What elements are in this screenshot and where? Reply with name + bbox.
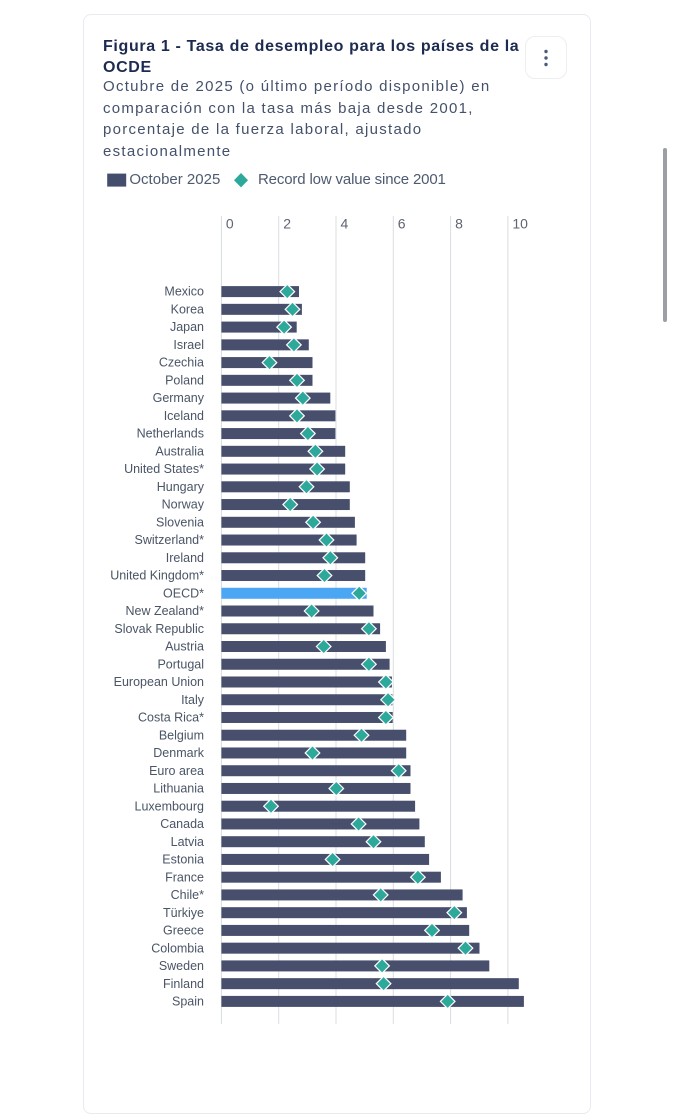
svg-text:Germany: Germany xyxy=(153,391,205,405)
svg-text:Korea: Korea xyxy=(171,302,204,316)
svg-text:European Union: European Union xyxy=(114,675,204,689)
svg-text:OECD*: OECD* xyxy=(163,586,204,600)
svg-text:Denmark: Denmark xyxy=(153,746,204,760)
svg-text:October 2025: October 2025 xyxy=(129,171,220,188)
svg-text:Record low value since 2001: Record low value since 2001 xyxy=(258,171,446,188)
svg-text:New Zealand*: New Zealand* xyxy=(125,604,204,618)
svg-text:Spain: Spain xyxy=(172,995,204,1009)
svg-text:Japan: Japan xyxy=(170,320,204,334)
svg-text:4: 4 xyxy=(341,215,349,231)
svg-text:Israel: Israel xyxy=(173,338,204,352)
svg-text:Ireland: Ireland xyxy=(166,551,204,565)
svg-text:Slovenia: Slovenia xyxy=(156,515,204,529)
svg-text:Hungary: Hungary xyxy=(157,480,205,494)
svg-text:Poland: Poland xyxy=(165,373,204,387)
svg-text:Estonia: Estonia xyxy=(162,853,204,867)
svg-text:Mexico: Mexico xyxy=(164,285,204,299)
svg-text:Belgium: Belgium xyxy=(159,728,204,742)
svg-text:France: France xyxy=(165,870,204,884)
svg-text:Austria: Austria xyxy=(165,640,204,654)
svg-text:Latvia: Latvia xyxy=(171,835,204,849)
svg-text:Finland: Finland xyxy=(163,977,204,991)
svg-text:8: 8 xyxy=(455,215,463,231)
svg-text:Czechia: Czechia xyxy=(159,356,204,370)
svg-text:6: 6 xyxy=(398,215,406,231)
svg-text:2: 2 xyxy=(283,215,291,231)
svg-text:Lithuania: Lithuania xyxy=(153,782,204,796)
svg-text:United States*: United States* xyxy=(124,462,204,476)
svg-text:Euro area: Euro area xyxy=(149,764,204,778)
svg-text:Colombia: Colombia xyxy=(151,941,204,955)
svg-text:Switzerland*: Switzerland* xyxy=(135,533,205,547)
svg-text:Netherlands: Netherlands xyxy=(137,427,204,441)
svg-text:Australia: Australia xyxy=(155,444,204,458)
svg-text:Luxembourg: Luxembourg xyxy=(135,799,205,813)
svg-text:Costa Rica*: Costa Rica* xyxy=(138,711,204,725)
svg-text:Türkiye: Türkiye xyxy=(163,906,204,920)
svg-text:Canada: Canada xyxy=(160,817,204,831)
svg-text:10: 10 xyxy=(512,215,528,231)
svg-text:Slovak Republic: Slovak Republic xyxy=(114,622,204,636)
svg-text:Greece: Greece xyxy=(163,924,204,938)
svg-text:United Kingdom*: United Kingdom* xyxy=(110,569,204,583)
svg-text:Iceland: Iceland xyxy=(164,409,204,423)
svg-text:0: 0 xyxy=(226,215,234,231)
svg-text:Chile*: Chile* xyxy=(171,888,204,902)
svg-text:Sweden: Sweden xyxy=(159,959,204,973)
svg-text:Portugal: Portugal xyxy=(157,657,204,671)
svg-text:Italy: Italy xyxy=(181,693,205,707)
svg-text:Norway: Norway xyxy=(162,498,205,512)
